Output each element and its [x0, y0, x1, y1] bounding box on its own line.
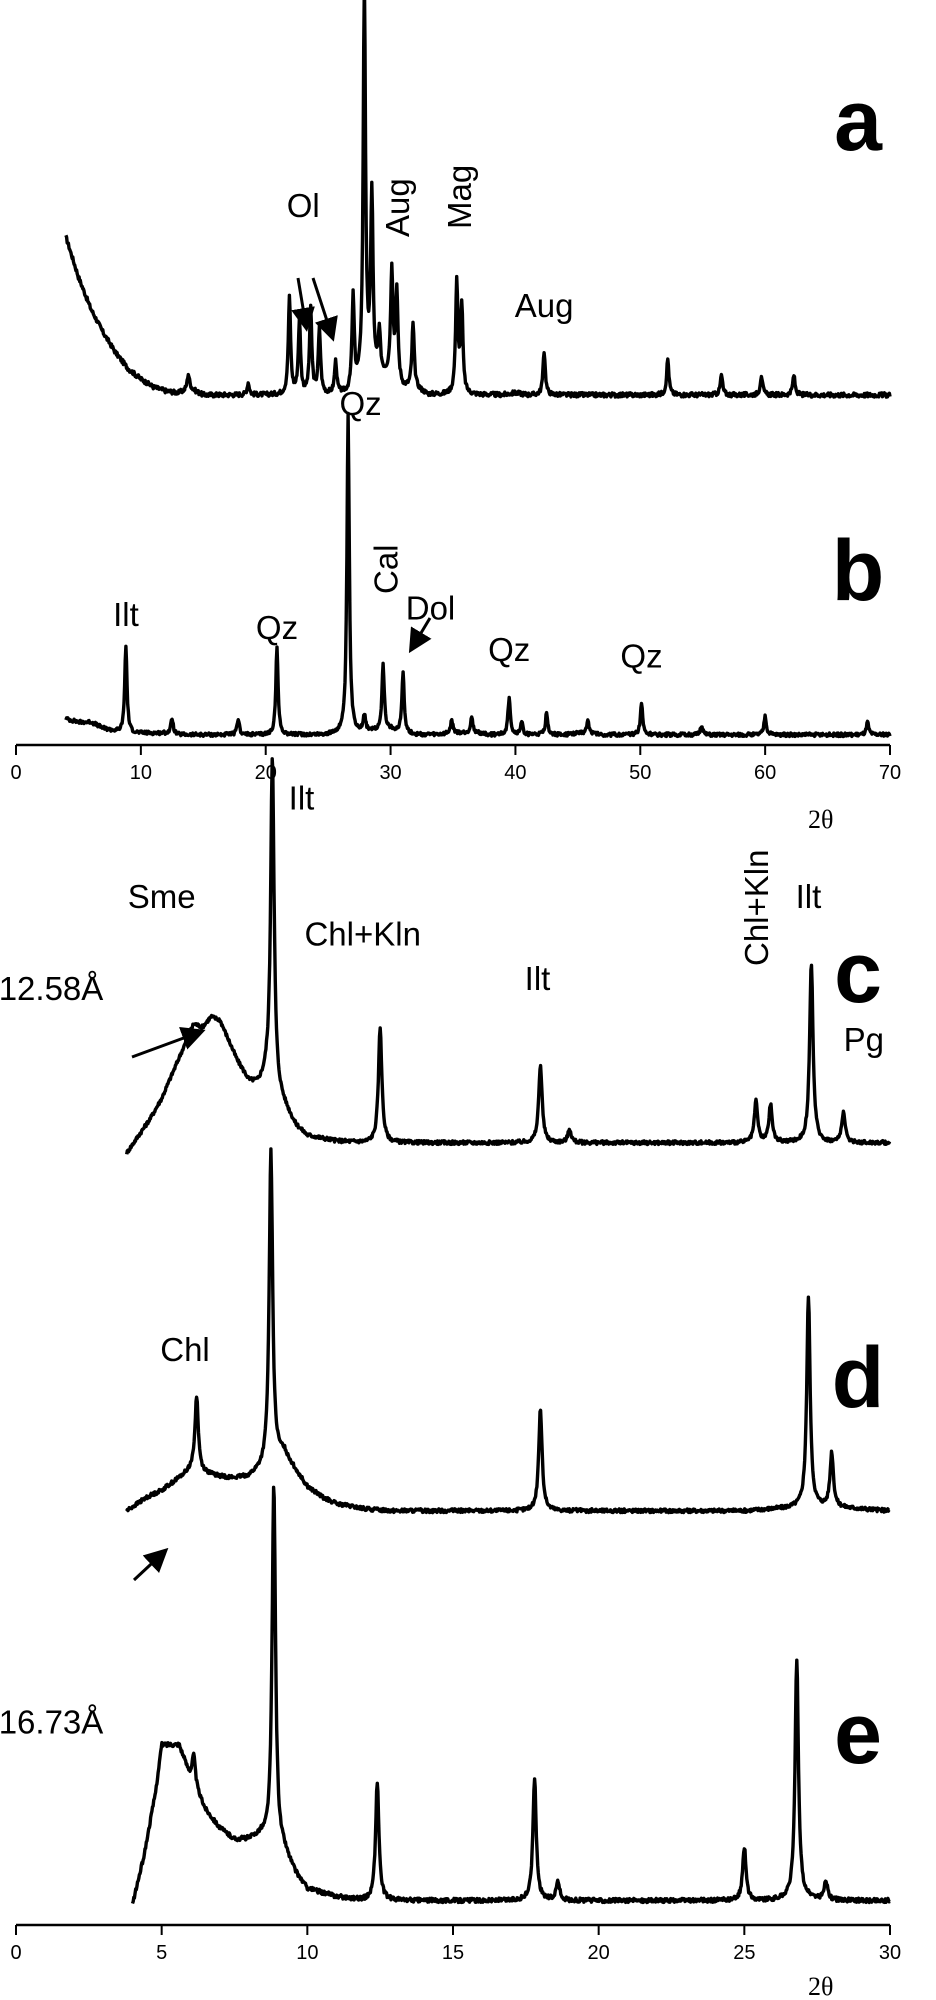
- x-axis-title: 2θ: [808, 805, 833, 834]
- peak-label: 16.73Å: [0, 1703, 103, 1740]
- panel-letter-e: e: [834, 1686, 882, 1782]
- peak-label: Pg: [844, 1021, 884, 1058]
- x-tick-label: 15: [442, 1942, 464, 1964]
- panel-letter-c: c: [834, 925, 882, 1021]
- x-tick-label: 10: [296, 1942, 318, 1964]
- x-tick-label: 20: [255, 762, 277, 784]
- x-tick-label: 30: [879, 1942, 901, 1964]
- peak-label: Chl+Kln: [304, 916, 420, 953]
- peak-label: 12.58Å: [0, 970, 103, 1007]
- axes-layer: 0 10 20 30 40 50 60 70 2θ 0 5 10 15 20 25 30 2θ: [10, 743, 901, 2000]
- x-tick-label: 40: [504, 762, 526, 784]
- peak-label: Pl: [351, 0, 380, 4]
- panel-letter-d: d: [832, 1330, 885, 1426]
- trace-d: [125, 1147, 891, 1515]
- peak-label: Ilt: [525, 960, 551, 997]
- x-tick-label: 50: [629, 762, 651, 784]
- x-tick-label: 5: [156, 1942, 167, 1964]
- x-axis-title: 2θ: [808, 1972, 833, 2000]
- trace-e: [130, 1485, 891, 1905]
- sme-arrow: [131, 1026, 206, 1059]
- peak-label: Dol: [406, 590, 456, 627]
- peak-label: Qz: [620, 638, 662, 675]
- peak-label: Cal: [368, 544, 405, 594]
- peak-label: Aug: [379, 178, 416, 237]
- peak-label: Chl: [160, 1331, 210, 1368]
- trace-b: [64, 411, 892, 739]
- panel-letter-b: b: [832, 523, 885, 619]
- trace-layer: [64, 0, 892, 1905]
- ol-arrow-2: [311, 277, 338, 342]
- peak-label: Ilt: [289, 780, 315, 817]
- peak-label: Mag: [441, 165, 478, 229]
- ol-arrow-1: [291, 277, 315, 332]
- x-tick-label: 0: [10, 1942, 21, 1964]
- peak-label: Sme: [128, 878, 196, 915]
- peak-label: Ilt: [796, 878, 822, 915]
- peak-label: Qz: [488, 631, 530, 668]
- panel-letter-a: a: [834, 73, 883, 169]
- peak-label: Qz: [340, 385, 382, 422]
- peak-label: Aug: [515, 287, 574, 324]
- x-tick-label: 30: [379, 762, 401, 784]
- dol-arrow: [408, 617, 432, 654]
- x-tick-label: 0: [10, 762, 21, 784]
- x-tick-label: 10: [130, 762, 152, 784]
- x-tick-label: 25: [733, 1942, 755, 1964]
- x-tick-label: 20: [588, 1942, 610, 1964]
- trace-a: [64, 0, 892, 399]
- peak-label: Ol: [287, 187, 320, 224]
- x-tick-label: 60: [754, 762, 776, 784]
- trace-c: [125, 757, 892, 1155]
- peak-label: Qz: [256, 609, 298, 646]
- x-tick-label: 70: [879, 762, 901, 784]
- peak-label: Chl+Kln: [738, 850, 775, 966]
- peak-label: Ilt: [113, 596, 139, 633]
- arrow-1673: [132, 1547, 169, 1582]
